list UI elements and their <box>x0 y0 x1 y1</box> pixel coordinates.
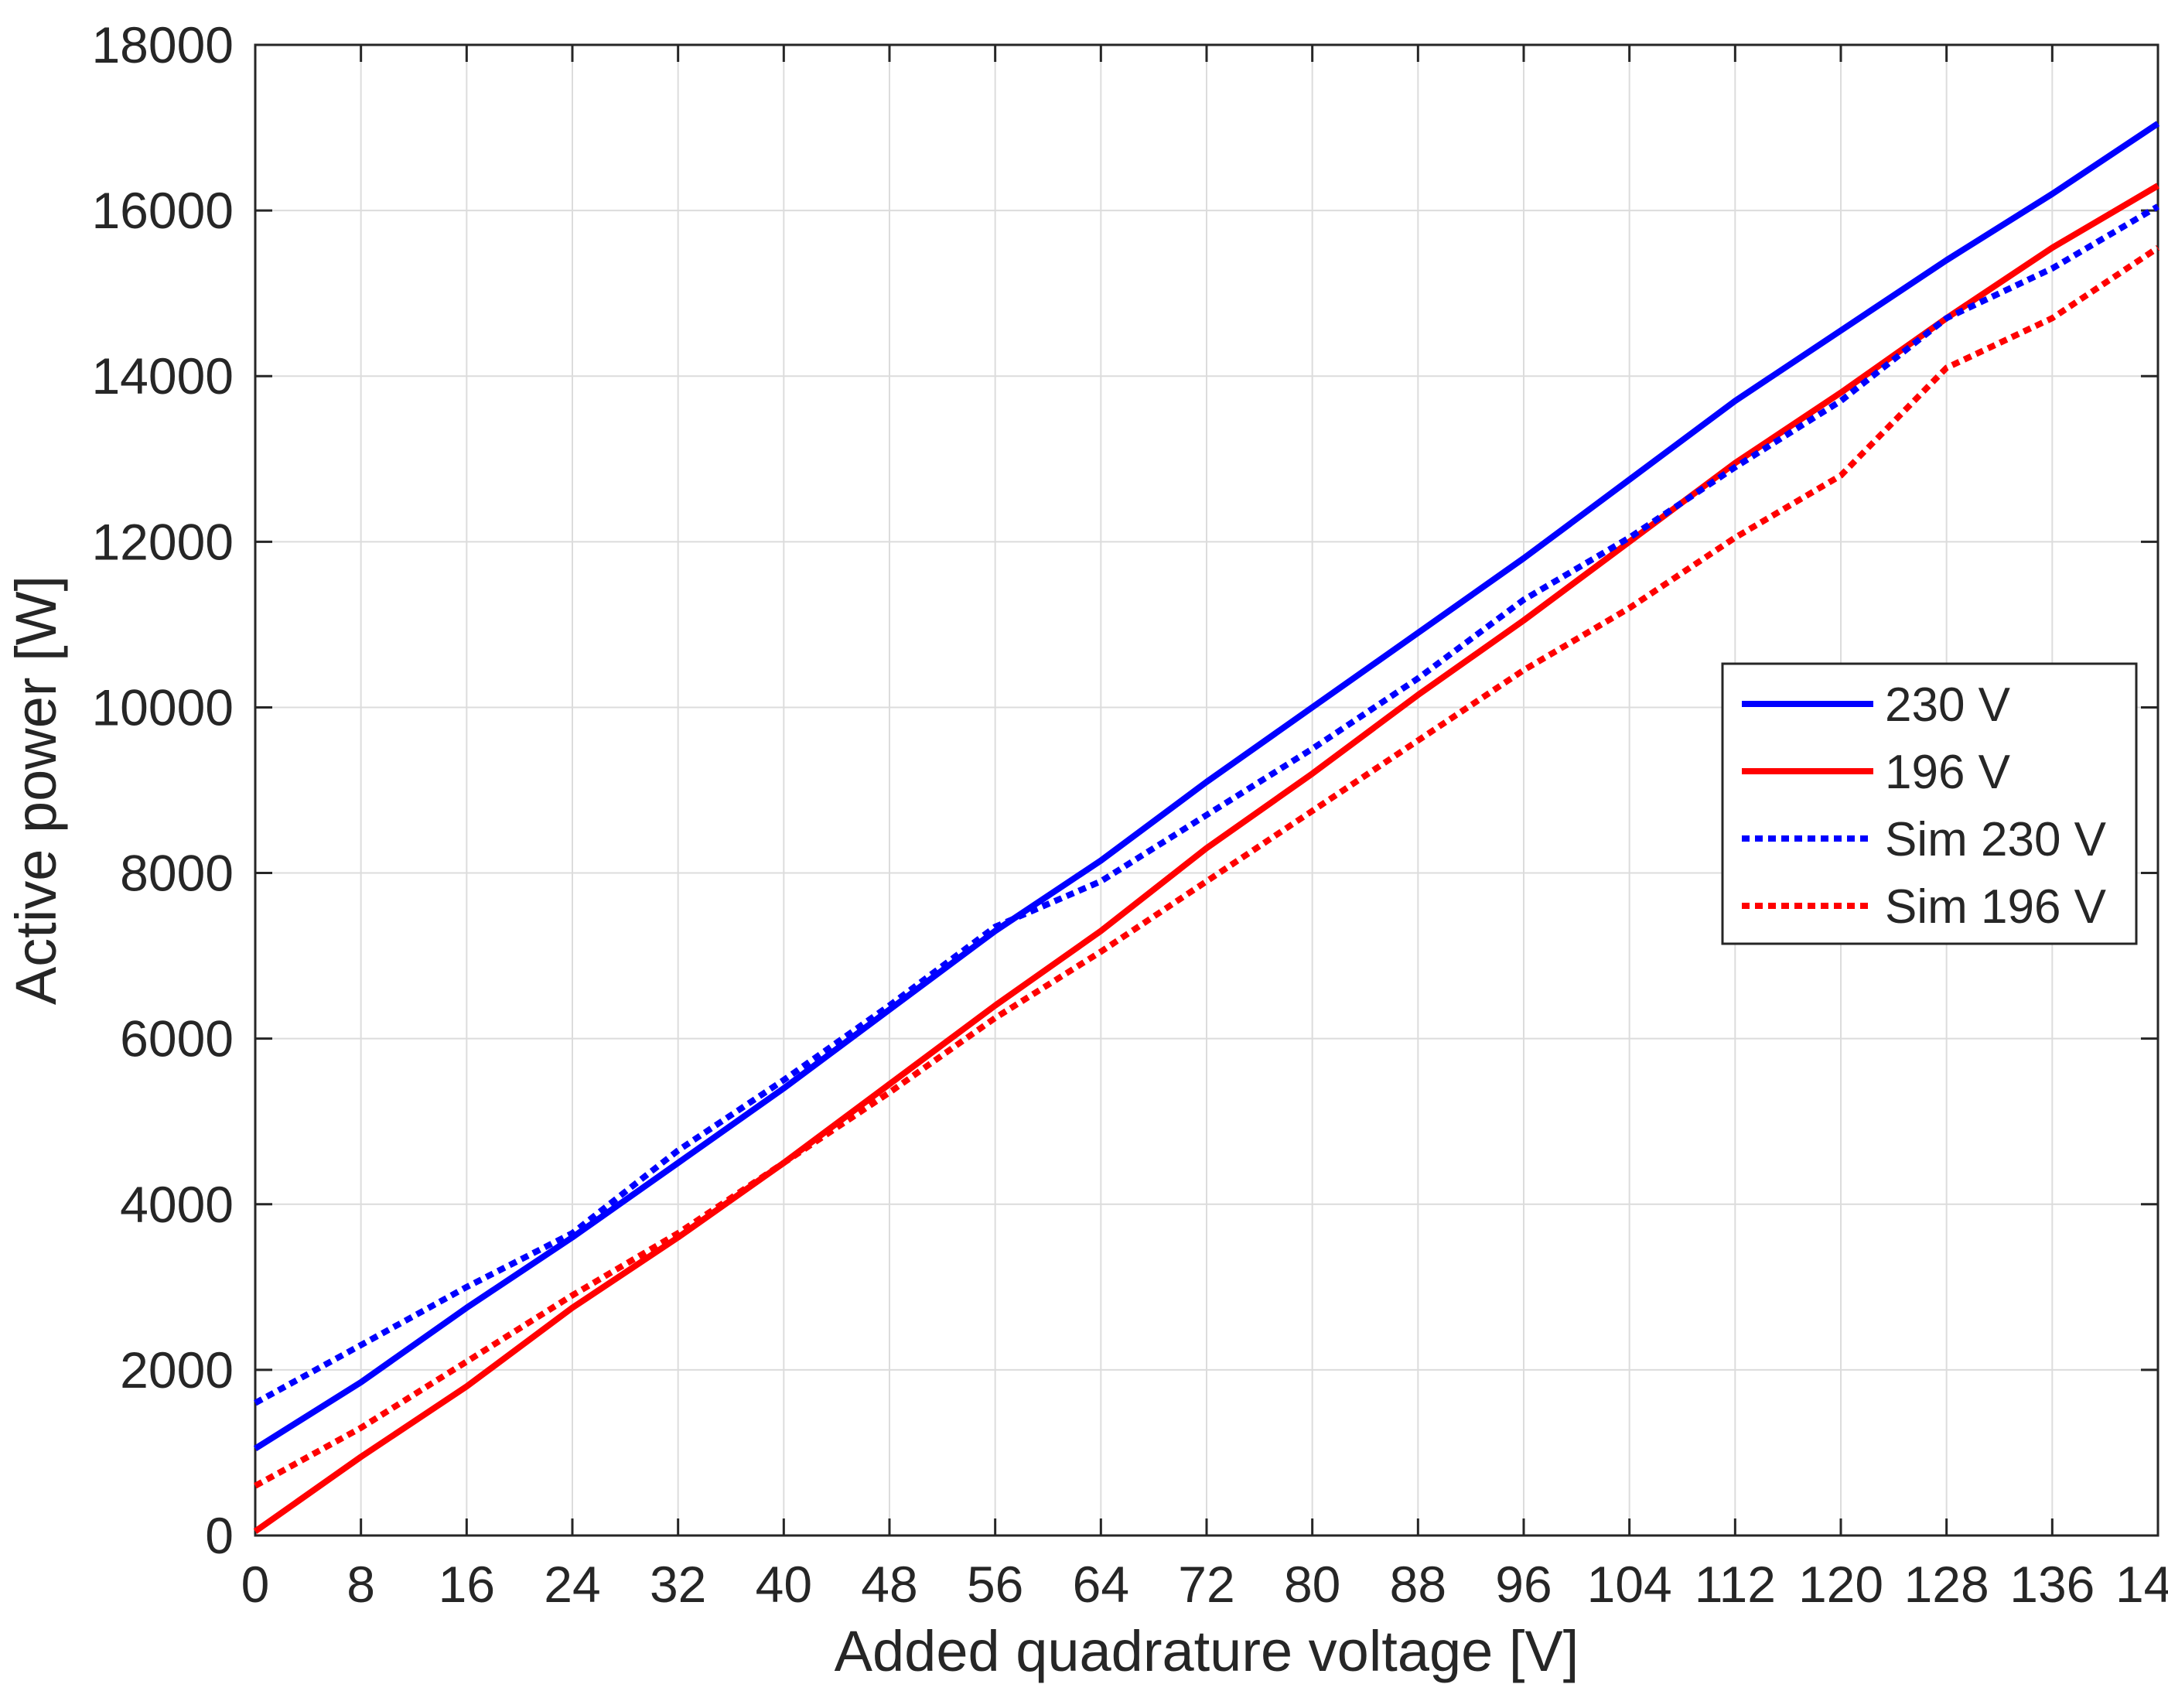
y-tick-label: 10000 <box>91 678 234 736</box>
x-tick-label: 24 <box>544 1556 600 1613</box>
x-tick-label: 72 <box>1178 1556 1234 1613</box>
y-tick-label: 14000 <box>91 347 234 405</box>
legend-label: Sim 196 V <box>1885 880 2107 934</box>
x-tick-label: 80 <box>1284 1556 1340 1613</box>
x-tick-label: 104 <box>1587 1556 1672 1613</box>
x-tick-label: 144 <box>2115 1556 2168 1613</box>
axis-ticks <box>254 43 2159 1537</box>
x-tick-label: 16 <box>439 1556 495 1613</box>
x-tick-label: 128 <box>1904 1556 1989 1613</box>
y-tick-label: 12000 <box>91 513 234 570</box>
x-tick-label: 120 <box>1798 1556 1883 1613</box>
x-axis-title: Added quadrature voltage [V] <box>835 1619 1579 1683</box>
y-axis-tick-labels: 0 2000 4000 6000 8000 10000 12000 14000 16000 180… <box>91 16 234 1564</box>
y-tick-label: 2000 <box>120 1341 234 1399</box>
x-tick-label: 40 <box>756 1556 812 1613</box>
y-tick-label: 18000 <box>91 16 234 73</box>
series-layer <box>253 121 2160 1534</box>
y-axis-title: Active power [W] <box>4 576 68 1005</box>
series-line-2 <box>253 183 2160 1534</box>
legend-box <box>1721 662 2138 945</box>
x-tick-label: 0 <box>241 1556 270 1613</box>
y-tick-label: 6000 <box>120 1010 234 1068</box>
series-line-3 <box>254 203 2160 1406</box>
legend: 230 V 196 V Sim 230 V Sim 196 V <box>1721 662 2138 945</box>
y-tick-label: 4000 <box>120 1176 234 1233</box>
x-tick-label: 136 <box>2009 1556 2095 1613</box>
series-line-4 <box>254 244 2160 1489</box>
x-tick-label: 112 <box>1695 1556 1776 1613</box>
legend-label: 230 V <box>1885 678 2011 732</box>
legend-label: 196 V <box>1885 746 2011 799</box>
x-tick-label: 88 <box>1390 1556 1446 1613</box>
y-tick-label: 16000 <box>91 182 234 239</box>
x-tick-label: 32 <box>650 1556 706 1613</box>
x-axis-tick-labels: 0 8 16 24 32 40 48 56 64 72 80 88 96 104 112 120 128 136 1… <box>241 1556 2168 1613</box>
x-tick-label: 48 <box>861 1556 917 1613</box>
y-tick-label: 8000 <box>120 845 234 902</box>
series-line-1 <box>253 121 2160 1451</box>
x-tick-label: 64 <box>1073 1556 1129 1613</box>
y-tick-label: 0 <box>205 1507 234 1564</box>
x-tick-label: 56 <box>967 1556 1023 1613</box>
x-tick-label: 8 <box>347 1556 375 1613</box>
legend-label: Sim 230 V <box>1885 813 2107 866</box>
x-tick-label: 96 <box>1495 1556 1552 1613</box>
